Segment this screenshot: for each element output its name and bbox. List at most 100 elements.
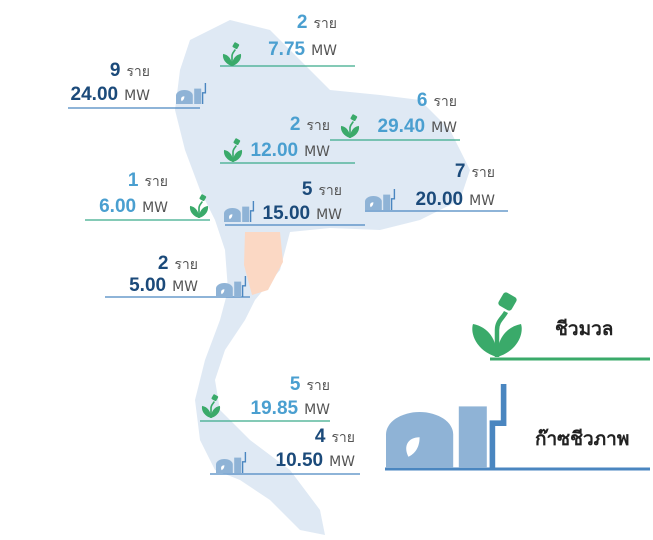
pipe	[489, 384, 507, 468]
mw-unit: MW	[469, 193, 495, 209]
count-label: 9 ราย	[110, 60, 150, 81]
mw: 10.50	[276, 450, 324, 471]
dome	[216, 283, 233, 297]
mw-unit: MW	[431, 120, 457, 136]
leaf	[222, 53, 232, 66]
biogas-icon	[216, 452, 247, 473]
stem	[349, 121, 355, 138]
leaf	[199, 205, 209, 218]
mw-label: 29.40 MW	[378, 116, 458, 137]
plug	[199, 194, 207, 202]
mw: 7.75	[268, 39, 305, 60]
legend-biomass: ชีวมวล	[555, 318, 613, 340]
plug	[233, 138, 241, 146]
mw-unit: MW	[172, 279, 198, 295]
count: 2	[297, 12, 308, 33]
mw-unit: MW	[316, 207, 342, 223]
mw-unit: MW	[329, 454, 355, 470]
leaf	[189, 205, 199, 218]
count-unit: ราย	[471, 165, 495, 181]
biomass-icon	[189, 194, 209, 218]
count-label: 7 ราย	[455, 161, 495, 182]
tank	[383, 194, 391, 210]
leaf	[229, 214, 233, 220]
pipe	[249, 201, 255, 222]
plug	[498, 292, 517, 311]
mw: 5.00	[129, 275, 166, 296]
count-unit: ราย	[144, 174, 168, 190]
tank	[458, 406, 487, 468]
count-unit: ราย	[313, 16, 337, 32]
count-unit: ราย	[306, 378, 330, 394]
mw-label: 7.75 MW	[268, 39, 337, 60]
leaf	[221, 465, 225, 471]
pipe	[241, 452, 247, 473]
dome	[224, 208, 241, 222]
count: 5	[302, 179, 313, 200]
pipe	[390, 189, 396, 210]
leaf	[211, 405, 221, 418]
leaf	[472, 324, 497, 357]
leaf	[233, 149, 243, 162]
count-unit: ราย	[174, 257, 198, 273]
count-unit: ราย	[126, 64, 150, 80]
biogas-icon	[176, 83, 207, 104]
mw-label: 19.85 MW	[251, 398, 331, 419]
mw: 20.00	[416, 189, 464, 210]
leaf	[350, 125, 360, 138]
mw: 24.00	[71, 84, 119, 105]
mw: 15.00	[263, 203, 311, 224]
leaf	[181, 96, 185, 102]
count: 4	[315, 426, 326, 447]
legend-biogas: ก๊าซชีวภาพ	[535, 428, 629, 450]
mw: 6.00	[99, 196, 136, 217]
legend: ชีวมวล ก๊าซชีวภาพ	[385, 318, 650, 471]
mw: 29.40	[378, 116, 426, 137]
dome	[176, 90, 193, 104]
pipe	[241, 276, 247, 297]
plug	[211, 394, 219, 402]
leaf	[232, 53, 242, 66]
biomass-icon	[201, 394, 221, 418]
plug	[350, 114, 358, 122]
stem	[210, 401, 216, 418]
stem	[198, 201, 204, 218]
pipe	[201, 83, 207, 104]
count-unit: ราย	[433, 94, 457, 110]
count-label: 6 ราย	[417, 90, 457, 111]
mw-label: 10.50 MW	[276, 450, 356, 471]
stem	[494, 310, 509, 357]
count-label: 1 ราย	[128, 170, 168, 191]
count-label: 5 ราย	[290, 374, 330, 395]
count-label: 2 ราย	[158, 253, 198, 274]
count: 9	[110, 60, 121, 81]
stem	[232, 145, 238, 162]
count: 1	[128, 170, 139, 191]
count: 2	[290, 114, 301, 135]
leaf	[221, 289, 225, 295]
biomass-icon	[222, 42, 242, 66]
mw-unit: MW	[124, 88, 150, 104]
mw-label: 6.00 MW	[99, 196, 168, 217]
leaf	[201, 405, 211, 418]
count: 6	[417, 90, 428, 111]
dome	[386, 412, 454, 468]
count-unit: ราย	[331, 430, 355, 446]
count: 2	[158, 253, 169, 274]
plug	[232, 42, 240, 50]
biogas-icon	[224, 201, 255, 222]
mw-label: 24.00 MW	[71, 84, 151, 105]
leaf	[223, 149, 233, 162]
leaf	[497, 324, 522, 357]
mw: 19.85	[251, 398, 299, 419]
leaf	[370, 202, 374, 208]
stem	[231, 49, 237, 66]
tank	[194, 88, 202, 104]
mw-label: 20.00 MW	[416, 189, 496, 210]
biogas-icon	[216, 276, 247, 297]
count-unit: ราย	[306, 118, 330, 134]
tank	[234, 281, 242, 297]
mw: 12.00	[251, 140, 299, 161]
count: 5	[290, 374, 301, 395]
